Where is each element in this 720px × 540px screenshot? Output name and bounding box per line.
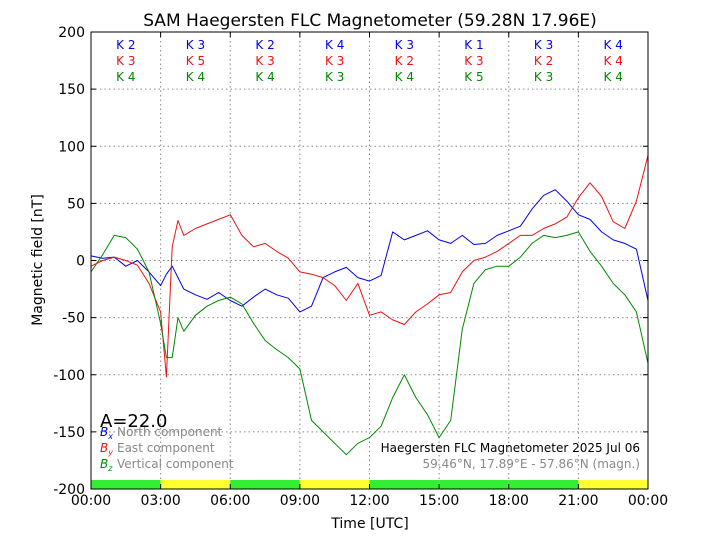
x-tick-label: 18:00 xyxy=(489,493,529,509)
y-axis-label: Magnetic field [nT] xyxy=(30,194,46,326)
k-index-label: K 2 xyxy=(395,54,414,68)
activity-bar-segment xyxy=(578,480,648,489)
x-tick-label: 12:00 xyxy=(349,493,389,509)
k-index-label: K 2 xyxy=(534,54,553,68)
legend-label: Vertical component xyxy=(117,457,234,471)
k-index-label: K 4 xyxy=(604,38,623,52)
activity-bar-segment xyxy=(91,480,161,489)
k-index-label: K 4 xyxy=(325,38,344,52)
k-index-label: K 4 xyxy=(604,70,623,84)
legend-symbol: By xyxy=(100,441,113,457)
k-index-label: K 2 xyxy=(255,38,274,52)
y-tick-label: -200 xyxy=(53,482,85,498)
k-index-label: K 4 xyxy=(116,70,135,84)
k-index-label: K 3 xyxy=(186,38,205,52)
x-tick-label: 00:00 xyxy=(628,493,668,509)
data-series xyxy=(90,155,649,456)
legend-label: North component xyxy=(117,425,223,439)
activity-bar-segment xyxy=(508,480,579,489)
y-tick-label: -150 xyxy=(53,425,85,441)
legend-label: East component xyxy=(117,441,215,455)
k-index-label: K 3 xyxy=(464,54,483,68)
axis-ticks: 00:00 03:00 06:00 09:00 12:00 15:00 18:00 21:00… xyxy=(53,25,668,509)
k-index-label: K 1 xyxy=(464,38,483,52)
x-axis-label: Time [UTC] xyxy=(330,516,408,532)
y-tick-label: 150 xyxy=(58,82,85,98)
x-tick-label: 09:00 xyxy=(280,493,320,509)
series-line xyxy=(90,155,649,378)
k-index-label: K 3 xyxy=(534,38,553,52)
y-tick-label: 0 xyxy=(76,254,85,270)
legend-symbol: Bx xyxy=(100,425,113,441)
y-tick-label: -100 xyxy=(53,368,85,384)
station-name-label: Haegersten FLC Magnetometer 2025 Jul 06 xyxy=(381,441,640,455)
legend: Bx North component By East component Bz Verti… xyxy=(100,425,234,473)
x-tick-label: 00:00 xyxy=(71,493,111,509)
k-index-label: K 2 xyxy=(116,38,135,52)
x-tick-label: 15:00 xyxy=(419,493,459,509)
k-index-label: K 3 xyxy=(395,38,414,52)
k-index-label: K 3 xyxy=(116,54,135,68)
y-tick-label: 200 xyxy=(58,25,85,41)
activity-bar-segment xyxy=(369,480,440,489)
k-index-label: K 5 xyxy=(186,54,205,68)
x-tick-label: 03:00 xyxy=(140,493,180,509)
x-tick-label: 06:00 xyxy=(210,493,250,509)
activity-index-label: A=22.0 xyxy=(100,411,167,432)
series-line xyxy=(90,189,649,313)
k-index-labels: K 2 K 3 K 2 K 4 K 3 K 1 K 3 K 4 K 3 K 5 K 3 K 3 K 2 K… xyxy=(116,38,623,84)
station-coords-label: 59.46°N, 17.89°E - 57.86°N (magn.) xyxy=(423,457,640,471)
x-tick-label: 21:00 xyxy=(558,493,598,509)
activity-color-bar xyxy=(91,480,648,489)
k-index-label: K 3 xyxy=(534,70,553,84)
activity-bar-segment xyxy=(160,480,231,489)
activity-bar-segment xyxy=(299,480,370,489)
y-tick-label: 100 xyxy=(58,139,85,155)
k-index-label: K 4 xyxy=(604,54,623,68)
activity-bar-segment xyxy=(439,480,509,489)
k-index-label: K 3 xyxy=(325,70,344,84)
chart-title: SAM Haegersten FLC Magnetometer (59.28N … xyxy=(143,11,597,31)
k-index-label: K 4 xyxy=(255,70,274,84)
y-tick-label: 50 xyxy=(67,196,85,212)
series-line xyxy=(90,231,649,456)
k-index-label: K 3 xyxy=(325,54,344,68)
y-tick-label: -50 xyxy=(62,311,85,327)
k-index-label: K 3 xyxy=(255,54,274,68)
k-index-label: K 5 xyxy=(464,70,483,84)
activity-bar-segment xyxy=(230,480,300,489)
k-index-label: K 4 xyxy=(186,70,205,84)
grid-lines xyxy=(91,32,648,489)
legend-symbol: Bz xyxy=(100,457,113,473)
k-index-label: K 4 xyxy=(395,70,414,84)
